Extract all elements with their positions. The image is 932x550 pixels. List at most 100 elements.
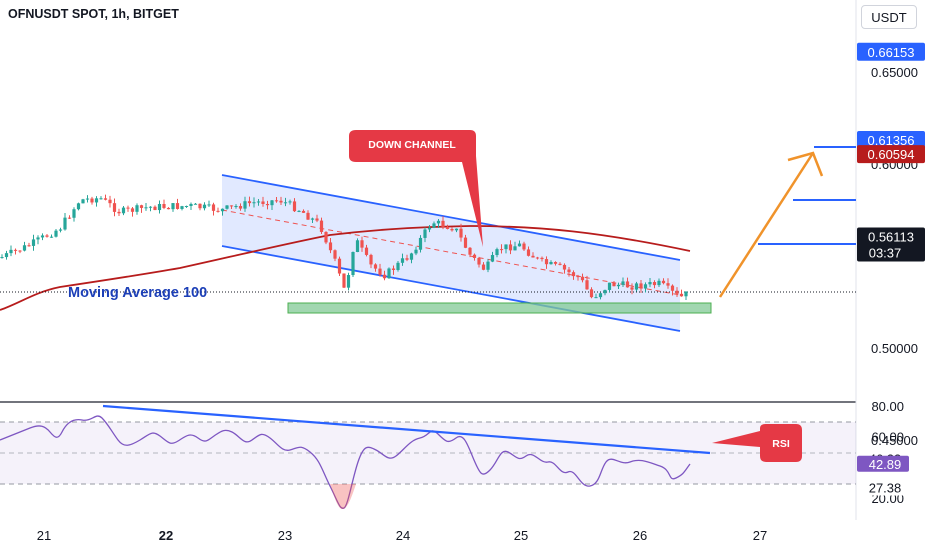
rsi-tag-label: 27.38 [869,481,902,496]
candle-body [585,280,589,290]
candle-body [301,210,306,213]
candle-body [351,252,355,276]
candle-body [630,287,634,290]
candle-body [567,269,571,273]
rsi-tag-label: 42.89 [869,457,902,472]
currency-button[interactable]: USDT [861,5,917,29]
candle-body [13,249,18,251]
rsi-tick-label: 60.00 [871,430,904,445]
support-zone [287,302,712,314]
channel-callout-label: DOWN CHANNEL [368,139,456,151]
candle-body [360,240,364,248]
candle-body [49,236,54,238]
candle-body [324,231,328,243]
last-price-label: 0.56113 [868,230,914,245]
candle-body [445,226,450,229]
candle-body [243,201,247,209]
candle-body [459,228,463,238]
candle-body [40,235,45,238]
rsi-callout-label: RSI [772,438,790,450]
candle-body [45,235,49,237]
price-tag-bg [857,131,925,150]
candle-body [198,203,202,209]
candle-body [508,244,513,251]
candle-body [166,207,171,210]
candle-body [391,268,396,270]
candle-body [571,272,576,277]
time-tick-label: 26 [633,528,647,543]
candle-body [400,258,405,263]
rsi-oversold-fill [330,484,356,510]
candle-body [436,220,441,224]
candle-body [607,282,612,290]
candle-body [270,200,274,206]
candle-body [540,257,544,260]
candle-body [418,237,423,250]
candle-body [67,217,72,219]
candle-body [481,264,486,270]
candle-body [414,249,418,254]
candle-body [81,199,85,204]
candle-body [369,254,373,265]
candle-body [252,202,256,204]
price-axis[interactable]: 0.800000.750000.700000.650000.600000.550… [871,0,918,448]
rsi-line [0,415,691,509]
rsi-tick-label: 80.00 [871,399,904,414]
candle-body [639,283,643,289]
candle-body [90,198,94,203]
candle-body [130,208,135,212]
candle-body [135,205,139,212]
candle-body [153,206,157,211]
channel-callout [349,130,483,247]
candle-body [27,245,31,247]
candle-body [157,203,162,211]
candle-body [441,220,445,227]
candle-body [283,202,288,204]
price-tag-label: 0.66153 [868,45,915,60]
time-tick-label: 23 [278,528,292,543]
candle-body [675,290,679,294]
projection-arrow-shaft [718,152,815,298]
candle-body [18,250,22,252]
candle-body [405,258,409,260]
candle-body [328,242,333,251]
candle-body [517,243,522,247]
candle-body [580,276,585,281]
candle-body [648,282,652,285]
projection-arrow-head [787,151,824,177]
candles-group [0,194,688,301]
time-tick-label: 27 [753,528,767,543]
price-tag-bg [857,145,925,164]
candle-body [526,249,531,256]
candle-body [148,206,153,208]
candle-body [189,203,193,206]
candle-body [355,240,360,253]
candle-body [193,203,198,205]
candle-body [643,284,648,289]
candle-body [297,210,301,212]
candle-body [589,289,594,298]
candle-body [247,201,252,204]
candle-body [616,284,621,287]
candle-body [544,259,549,265]
channel-fill [222,175,680,331]
candle-body [184,205,189,207]
candle-body [9,249,13,254]
rsi-trendline [102,404,711,455]
candle-body [535,257,540,259]
candle-body [202,204,207,209]
candle-body [337,258,342,274]
candle-body [670,285,675,291]
candle-body [265,203,270,206]
candle-body [85,198,90,200]
candle-body [144,207,148,209]
candle-body [72,209,76,218]
time-axis[interactable]: 21 22 23 24 25 26 27 [37,528,767,543]
candle-body [22,245,27,251]
candle-body [679,293,684,297]
candle-body [58,229,63,231]
candle-body [432,223,436,228]
candle-body [207,204,211,206]
